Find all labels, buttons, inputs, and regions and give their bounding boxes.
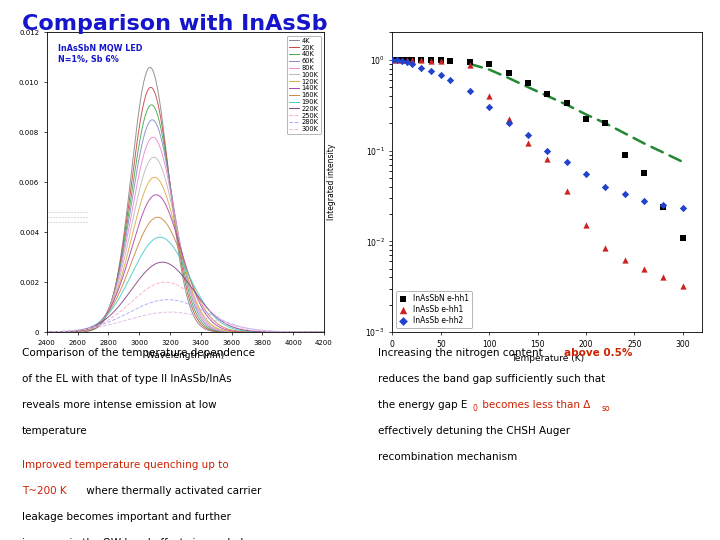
X-axis label: Temperature (K): Temperature (K) bbox=[510, 354, 584, 363]
InAsSb e-hh1 bbox=[580, 221, 592, 230]
InAsSb e-hh2 bbox=[415, 63, 427, 72]
Text: Improved temperature quenching up to: Improved temperature quenching up to bbox=[22, 460, 228, 470]
InAsSb e-hh1 bbox=[657, 273, 669, 282]
InAsSb e-hh1 bbox=[392, 56, 403, 64]
InAsSbN e-hh1 bbox=[503, 69, 514, 77]
InAsSbN e-hh1 bbox=[387, 56, 398, 64]
InAsSb e-hh1 bbox=[677, 282, 688, 291]
InAsSb e-hh1 bbox=[638, 264, 649, 273]
InAsSb e-hh2 bbox=[657, 201, 669, 210]
Text: temperature: temperature bbox=[22, 426, 87, 436]
InAsSbN e-hh1 bbox=[406, 56, 418, 64]
InAsSb e-hh2 bbox=[503, 119, 514, 127]
Legend: InAsSbN e-hh1, InAsSb e-hh1, InAsSb e-hh2: InAsSbN e-hh1, InAsSb e-hh1, InAsSb e-hh… bbox=[396, 292, 472, 328]
InAsSb e-hh1 bbox=[415, 56, 427, 64]
InAsSb e-hh2 bbox=[401, 57, 413, 66]
InAsSb e-hh2 bbox=[619, 190, 631, 199]
InAsSb e-hh1 bbox=[387, 56, 398, 64]
Text: Comparison with InAsSb: Comparison with InAsSb bbox=[22, 14, 327, 33]
InAsSbN e-hh1 bbox=[580, 115, 592, 124]
InAsSb e-hh2 bbox=[638, 197, 649, 205]
InAsSb e-hh2 bbox=[483, 103, 495, 112]
InAsSb e-hh2 bbox=[396, 56, 408, 65]
InAsSb e-hh2 bbox=[522, 130, 534, 139]
InAsSbN e-hh1 bbox=[638, 168, 649, 177]
InAsSbN e-hh1 bbox=[445, 57, 456, 65]
InAsSb e-hh2 bbox=[435, 71, 446, 79]
Text: Integrated intensity: Integrated intensity bbox=[327, 144, 336, 220]
InAsSbN e-hh1 bbox=[392, 56, 403, 64]
Text: of the EL with that of type II InAsSb/InAs: of the EL with that of type II InAsSb/In… bbox=[22, 374, 231, 384]
InAsSb e-hh2 bbox=[561, 158, 572, 166]
InAsSb e-hh1 bbox=[503, 115, 514, 124]
Text: so: so bbox=[601, 404, 610, 413]
InAsSbN e-hh1 bbox=[415, 56, 427, 64]
InAsSbN e-hh1 bbox=[483, 59, 495, 68]
Text: T~200 K: T~200 K bbox=[22, 485, 66, 496]
InAsSb e-hh1 bbox=[522, 139, 534, 147]
InAsSb e-hh1 bbox=[600, 244, 611, 252]
Text: reduces the band gap sufficiently such that: reduces the band gap sufficiently such t… bbox=[378, 374, 606, 384]
InAsSb e-hh2 bbox=[445, 76, 456, 84]
Text: effectively detuning the CHSH Auger: effectively detuning the CHSH Auger bbox=[378, 426, 570, 436]
InAsSb e-hh1 bbox=[401, 56, 413, 64]
Text: the energy gap E: the energy gap E bbox=[378, 400, 467, 410]
Text: reveals more intense emission at low: reveals more intense emission at low bbox=[22, 400, 216, 410]
InAsSbN e-hh1 bbox=[464, 57, 476, 66]
InAsSb e-hh2 bbox=[464, 87, 476, 96]
InAsSbN e-hh1 bbox=[426, 56, 437, 64]
InAsSb e-hh2 bbox=[541, 146, 553, 155]
InAsSbN e-hh1 bbox=[657, 202, 669, 211]
InAsSb e-hh2 bbox=[600, 183, 611, 191]
InAsSb e-hh1 bbox=[619, 256, 631, 265]
InAsSb e-hh2 bbox=[392, 56, 403, 64]
InAsSb e-hh1 bbox=[406, 56, 418, 64]
InAsSbN e-hh1 bbox=[401, 56, 413, 64]
Text: InAsSbN MQW LED
N=1%, Sb 6%: InAsSbN MQW LED N=1%, Sb 6% bbox=[58, 44, 143, 64]
Legend: 4K, 20K, 40K, 60K, 80K, 100K, 120K, 140K, 160K, 190K, 220K, 250K, 280K, 300K: 4K, 20K, 40K, 60K, 80K, 100K, 120K, 140K… bbox=[287, 36, 320, 134]
InAsSb e-hh1 bbox=[561, 186, 572, 195]
InAsSb e-hh2 bbox=[426, 67, 437, 76]
InAsSb e-hh1 bbox=[483, 92, 495, 100]
InAsSbN e-hh1 bbox=[619, 150, 631, 159]
InAsSb e-hh2 bbox=[387, 56, 398, 64]
InAsSb e-hh2 bbox=[580, 170, 592, 178]
X-axis label: Wavelength (nm): Wavelength (nm) bbox=[146, 352, 225, 360]
InAsSbN e-hh1 bbox=[435, 56, 446, 64]
InAsSbN e-hh1 bbox=[396, 56, 408, 64]
Text: becomes less than Δ: becomes less than Δ bbox=[479, 400, 590, 410]
Text: increase in the QW band offsets is needed: increase in the QW band offsets is neede… bbox=[22, 537, 243, 540]
InAsSbN e-hh1 bbox=[561, 99, 572, 108]
Text: 0: 0 bbox=[472, 404, 477, 413]
Text: Comparison of the temperature dependence: Comparison of the temperature dependence bbox=[22, 348, 255, 359]
InAsSb e-hh1 bbox=[541, 155, 553, 164]
InAsSbN e-hh1 bbox=[522, 79, 534, 87]
Text: above 0.5%: above 0.5% bbox=[564, 348, 632, 359]
Text: Increasing the nitrogen content: Increasing the nitrogen content bbox=[378, 348, 546, 359]
InAsSbN e-hh1 bbox=[600, 119, 611, 127]
InAsSb e-hh2 bbox=[406, 59, 418, 68]
InAsSb e-hh1 bbox=[426, 56, 437, 65]
InAsSb e-hh1 bbox=[396, 56, 408, 64]
InAsSb e-hh2 bbox=[677, 204, 688, 213]
Text: where thermally activated carrier: where thermally activated carrier bbox=[83, 485, 261, 496]
InAsSb e-hh1 bbox=[464, 60, 476, 69]
InAsSbN e-hh1 bbox=[541, 90, 553, 98]
InAsSbN e-hh1 bbox=[677, 233, 688, 242]
InAsSb e-hh1 bbox=[435, 57, 446, 66]
Text: recombination mechanism: recombination mechanism bbox=[378, 452, 517, 462]
Text: leakage becomes important and further: leakage becomes important and further bbox=[22, 511, 230, 522]
